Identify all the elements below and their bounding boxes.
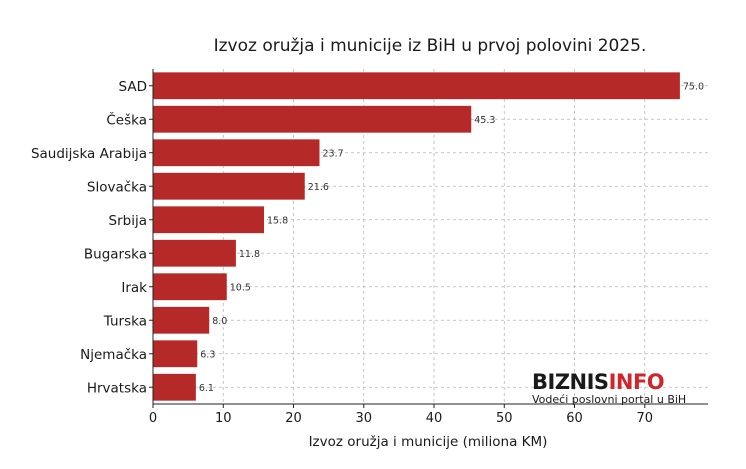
bars <box>153 72 680 401</box>
labels: SAD 75.0 Češka 45.3 Saudijska Arabija 23.7 Slo… <box>31 79 704 426</box>
category-label: Saudijska Arabija <box>31 146 147 162</box>
value-label: 45.3 <box>474 115 495 126</box>
x-axis-title: Izvoz oružja i municije (miliona KM) <box>309 434 548 450</box>
bar <box>153 105 472 133</box>
value-label: 8.0 <box>212 316 227 327</box>
category-label: Slovačka <box>87 179 147 195</box>
category-label: Turska <box>103 313 147 329</box>
chart-title: Izvoz oružja i municije iz BiH u prvoj p… <box>214 36 647 56</box>
logo-tagline: Vodeći poslovni portal u BiH <box>532 393 686 406</box>
value-label: 75.0 <box>683 81 704 92</box>
logo-wordmark: BIZNISINFO <box>532 370 664 394</box>
bar <box>153 340 198 368</box>
category-label: SAD <box>119 79 147 95</box>
bar <box>153 72 680 100</box>
bar <box>153 239 236 267</box>
axes <box>152 69 708 405</box>
bar <box>153 206 264 234</box>
bar <box>153 172 305 200</box>
logo-part-info: INFO <box>609 370 665 394</box>
category-label: Irak <box>121 280 147 296</box>
value-label: 10.5 <box>230 282 251 293</box>
category-label: Bugarska <box>84 246 147 262</box>
bar <box>153 306 210 334</box>
x-tick-label: 10 <box>215 411 232 426</box>
value-label: 6.3 <box>200 349 215 360</box>
category-label: Njemačka <box>80 347 147 363</box>
bar <box>153 373 196 401</box>
x-tick-label: 50 <box>496 411 513 426</box>
x-tick-label: 0 <box>149 411 157 426</box>
x-tick-label: 20 <box>285 411 302 426</box>
logo-part-biznis: BIZNIS <box>532 370 609 394</box>
x-tick-label: 30 <box>355 411 372 426</box>
category-label: Hrvatska <box>87 380 147 396</box>
bar <box>153 139 320 167</box>
category-label: Češka <box>106 110 147 128</box>
value-label: 21.6 <box>308 182 329 193</box>
x-tick-label: 70 <box>636 411 653 426</box>
value-label: 23.7 <box>323 148 344 159</box>
value-label: 11.8 <box>239 249 260 260</box>
bizinfo-logo: BIZNISINFO Vodeći poslovni portal u BiH <box>532 370 686 406</box>
bar <box>153 273 227 301</box>
value-label: 15.8 <box>267 215 288 226</box>
category-label: Srbija <box>109 213 147 229</box>
x-tick-label: 60 <box>566 411 583 426</box>
value-label: 6.1 <box>199 383 214 394</box>
x-tick-label: 40 <box>426 411 443 426</box>
